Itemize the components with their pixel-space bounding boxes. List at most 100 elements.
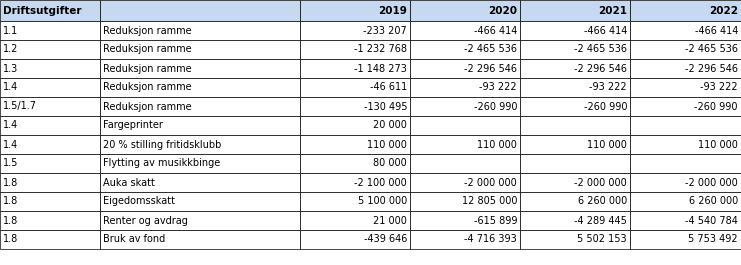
Bar: [410, 211, 520, 230]
Text: -439 646: -439 646: [364, 235, 407, 245]
Bar: [630, 135, 741, 154]
Bar: [100, 116, 300, 135]
Bar: [100, 0, 300, 21]
Text: Eigedomsskatt: Eigedomsskatt: [103, 197, 175, 206]
Bar: [300, 192, 410, 211]
Bar: [300, 116, 410, 135]
Text: -2 465 536: -2 465 536: [464, 45, 517, 55]
Bar: [410, 173, 520, 192]
Text: 1.2: 1.2: [3, 45, 19, 55]
Bar: [100, 135, 300, 154]
Text: 5 502 153: 5 502 153: [577, 235, 627, 245]
Bar: [520, 192, 630, 211]
Text: 110 000: 110 000: [367, 139, 407, 149]
Bar: [100, 59, 300, 78]
Text: -466 414: -466 414: [694, 25, 738, 36]
Text: -2 000 000: -2 000 000: [574, 178, 627, 188]
Bar: [520, 173, 630, 192]
Bar: [100, 192, 300, 211]
Bar: [100, 40, 300, 59]
Text: -260 990: -260 990: [583, 101, 627, 112]
Bar: [0, 40, 100, 59]
Text: -93 222: -93 222: [700, 82, 738, 92]
Bar: [630, 97, 741, 116]
Text: 1.8: 1.8: [3, 197, 19, 206]
Bar: [300, 40, 410, 59]
Text: -4 540 784: -4 540 784: [685, 215, 738, 226]
Bar: [0, 211, 100, 230]
Text: -130 495: -130 495: [364, 101, 407, 112]
Bar: [410, 192, 520, 211]
Text: 2021: 2021: [598, 6, 627, 15]
Text: 1.4: 1.4: [3, 121, 19, 130]
Text: Auka skatt: Auka skatt: [103, 178, 155, 188]
Text: -2 296 546: -2 296 546: [685, 64, 738, 73]
Bar: [520, 78, 630, 97]
Text: 1.5/1.7: 1.5/1.7: [3, 101, 37, 112]
Text: -1 232 768: -1 232 768: [354, 45, 407, 55]
Bar: [520, 230, 630, 249]
Text: 1.5: 1.5: [3, 158, 19, 169]
Text: -615 899: -615 899: [473, 215, 517, 226]
Bar: [0, 116, 100, 135]
Text: 6 260 000: 6 260 000: [688, 197, 738, 206]
Bar: [100, 154, 300, 173]
Text: -4 289 445: -4 289 445: [574, 215, 627, 226]
Bar: [410, 0, 520, 21]
Text: 110 000: 110 000: [698, 139, 738, 149]
Text: -1 148 273: -1 148 273: [354, 64, 407, 73]
Text: -466 414: -466 414: [584, 25, 627, 36]
Text: 21 000: 21 000: [373, 215, 407, 226]
Bar: [100, 78, 300, 97]
Text: -46 611: -46 611: [370, 82, 407, 92]
Bar: [0, 78, 100, 97]
Bar: [630, 40, 741, 59]
Text: Reduksjon ramme: Reduksjon ramme: [103, 101, 192, 112]
Bar: [300, 21, 410, 40]
Bar: [520, 0, 630, 21]
Bar: [0, 154, 100, 173]
Text: 5 753 492: 5 753 492: [688, 235, 738, 245]
Bar: [410, 21, 520, 40]
Text: 1.8: 1.8: [3, 178, 19, 188]
Bar: [520, 21, 630, 40]
Bar: [300, 211, 410, 230]
Bar: [410, 97, 520, 116]
Bar: [410, 59, 520, 78]
Bar: [410, 40, 520, 59]
Text: -2 296 546: -2 296 546: [574, 64, 627, 73]
Text: -2 465 536: -2 465 536: [685, 45, 738, 55]
Text: Reduksjon ramme: Reduksjon ramme: [103, 82, 192, 92]
Bar: [630, 0, 741, 21]
Bar: [300, 78, 410, 97]
Bar: [630, 21, 741, 40]
Text: -260 990: -260 990: [473, 101, 517, 112]
Bar: [520, 40, 630, 59]
Bar: [520, 135, 630, 154]
Bar: [0, 59, 100, 78]
Text: 110 000: 110 000: [587, 139, 627, 149]
Text: -233 207: -233 207: [363, 25, 407, 36]
Text: -2 000 000: -2 000 000: [465, 178, 517, 188]
Text: 1.8: 1.8: [3, 215, 19, 226]
Text: -4 716 393: -4 716 393: [465, 235, 517, 245]
Bar: [630, 116, 741, 135]
Bar: [410, 116, 520, 135]
Bar: [100, 211, 300, 230]
Text: 5 100 000: 5 100 000: [358, 197, 407, 206]
Bar: [300, 97, 410, 116]
Bar: [520, 154, 630, 173]
Bar: [630, 154, 741, 173]
Text: 1.8: 1.8: [3, 235, 19, 245]
Bar: [300, 230, 410, 249]
Bar: [0, 173, 100, 192]
Text: 1.3: 1.3: [3, 64, 19, 73]
Text: Driftsutgifter: Driftsutgifter: [3, 6, 82, 15]
Bar: [410, 135, 520, 154]
Text: 20 000: 20 000: [373, 121, 407, 130]
Bar: [300, 59, 410, 78]
Bar: [0, 0, 100, 21]
Text: -260 990: -260 990: [694, 101, 738, 112]
Text: Bruk av fond: Bruk av fond: [103, 235, 165, 245]
Bar: [520, 116, 630, 135]
